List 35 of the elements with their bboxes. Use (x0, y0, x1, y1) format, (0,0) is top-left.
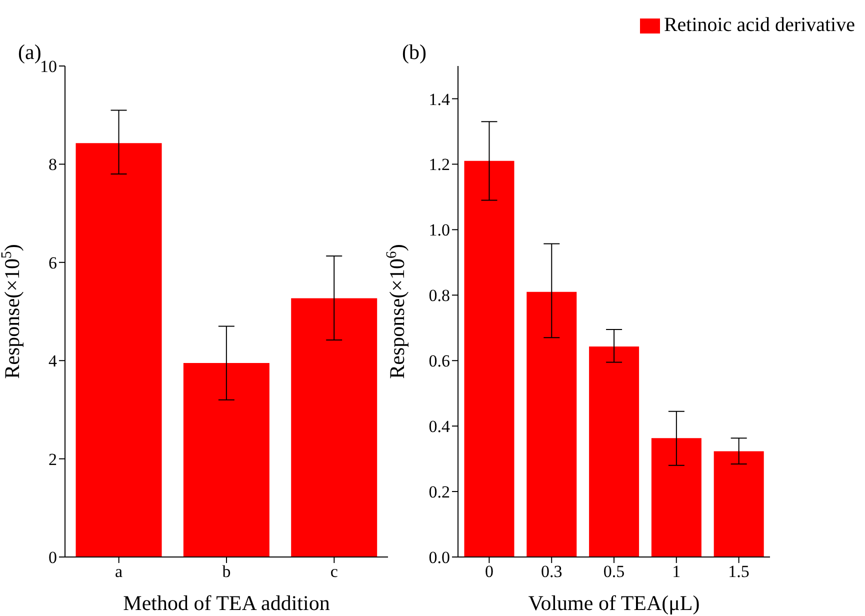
x-axis-title: Volume of TEA(μL) (528, 591, 700, 615)
legend-label: Retinoic acid derivative (664, 14, 855, 36)
y-tick-label: 0.2 (428, 482, 450, 502)
x-axis-title: Method of TEA addition (123, 591, 330, 615)
y-tick-label: 1.2 (428, 155, 450, 174)
x-tick-label: 0.5 (603, 562, 625, 582)
bar (291, 298, 378, 557)
x-tick-label: 0.3 (540, 562, 562, 582)
y-tick-label: 0 (48, 548, 57, 568)
y-tick-label: 8 (48, 155, 57, 174)
y-tick-label: 1.4 (428, 90, 450, 109)
x-tick-label: c (330, 562, 338, 582)
chart-title: (b) (402, 40, 426, 65)
bar (464, 160, 514, 557)
y-tick-label: 4 (48, 352, 58, 371)
bar (589, 346, 640, 557)
x-tick-label: 0 (484, 562, 494, 582)
chart-title: (a) (18, 40, 42, 65)
bar (76, 143, 162, 557)
y-tick-label: 2 (48, 450, 57, 469)
bar (651, 438, 702, 557)
y-tick-label: 0.6 (428, 352, 450, 371)
bar (714, 451, 764, 557)
y-tick-label: 0.8 (428, 286, 450, 306)
x-tick-label: a (115, 562, 124, 582)
y-tick-label: 1.0 (428, 220, 450, 240)
x-tick-label: 1.5 (728, 562, 750, 582)
y-tick-label: 10 (40, 57, 57, 76)
y-tick-label: 0.4 (428, 417, 450, 436)
y-tick-label: 6 (48, 253, 57, 272)
bar (183, 363, 270, 557)
x-tick-label: b (222, 562, 231, 582)
x-tick-label: 1 (672, 562, 681, 582)
y-tick-label: 0.0 (428, 548, 450, 568)
bar (526, 292, 577, 557)
